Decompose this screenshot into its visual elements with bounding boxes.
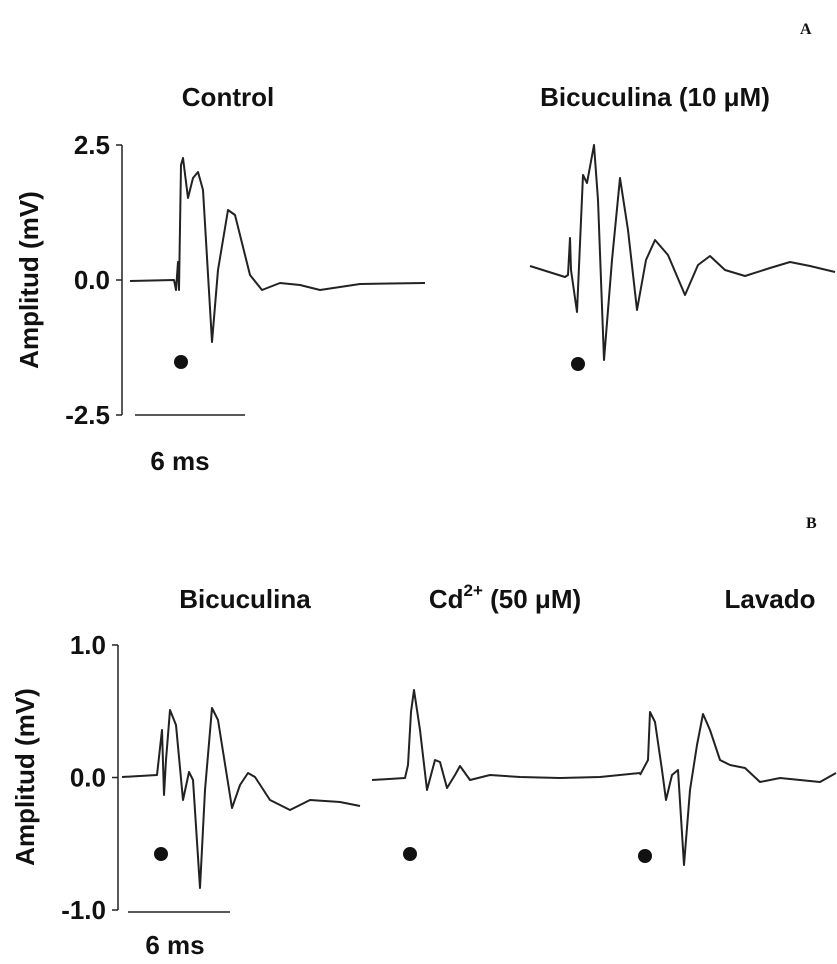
title-base: Cd — [429, 584, 464, 614]
trace-title: Cd2+ (50 μM) — [429, 581, 581, 614]
scale-bar-label: 6 ms — [145, 930, 204, 960]
y-tick-label: -2.5 — [65, 400, 110, 430]
stimulus-dot — [403, 847, 417, 861]
trace — [639, 711, 837, 866]
y-tick-label: 0.0 — [70, 763, 106, 793]
stimulus-dot — [174, 355, 188, 369]
stimulus-dot — [638, 849, 652, 863]
trace-title: Bicuculina (10 μM) — [540, 82, 770, 112]
trace — [529, 144, 836, 361]
y-tick-label: -1.0 — [61, 895, 106, 925]
trace-title: Lavado — [724, 584, 815, 614]
y-tick-label: 2.5 — [74, 130, 110, 160]
stimulus-dot — [571, 357, 585, 371]
trace — [121, 707, 361, 889]
stimulus-dot — [154, 847, 168, 861]
title-sup: 2+ — [464, 581, 483, 600]
panel-label: A — [800, 21, 812, 38]
y-tick-label: 1.0 — [70, 630, 106, 660]
title-rest: (50 μM) — [483, 584, 581, 614]
y-axis-label: Amplitud (mV) — [10, 688, 40, 866]
y-tick-label: 0.0 — [74, 265, 110, 295]
trace — [371, 689, 641, 791]
y-axis-label: Amplitud (mV) — [14, 191, 44, 369]
trace-title: Bicuculina — [179, 584, 311, 614]
scale-bar-label: 6 ms — [150, 446, 209, 476]
trace — [129, 157, 426, 343]
trace-title: Control — [182, 82, 274, 112]
panel-label: B — [806, 515, 817, 532]
